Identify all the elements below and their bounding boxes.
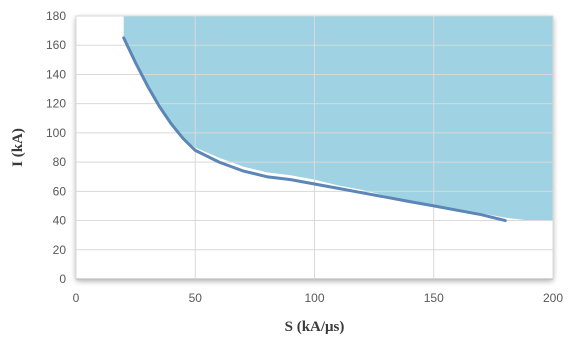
x-axis-title: S (kA/μs): [285, 319, 345, 335]
y-tick-label-160: 160: [46, 38, 66, 52]
y-tick-label-100: 100: [46, 126, 66, 140]
y-tick-label-40: 40: [53, 214, 67, 228]
x-tick-label-150: 150: [424, 291, 444, 305]
x-tick-label-200: 200: [543, 291, 563, 305]
y-tick-label-180: 180: [46, 9, 66, 23]
y-tick-label-0: 0: [59, 272, 66, 286]
series-layer: [122, 36, 507, 223]
y-tick-label-120: 120: [46, 97, 66, 111]
x-tick-labels: 0 50 100 150 200: [73, 291, 564, 305]
series-line-1: [122, 36, 507, 223]
y-tick-label-60: 60: [53, 184, 67, 198]
y-tick-label-80: 80: [53, 155, 67, 169]
y-tick-labels: 0 20 40 60 80 100 120 140 160 180: [46, 9, 66, 286]
shaded-region: [123, 16, 553, 221]
gridlines: [75, 15, 554, 280]
x-tick-label-0: 0: [73, 291, 80, 305]
y-tick-label-140: 140: [46, 67, 66, 81]
y-tick-label-20: 20: [53, 243, 67, 257]
shaded-region-layer: [123, 16, 553, 221]
y-axis-title: I (kA): [10, 128, 26, 167]
x-tick-label-100: 100: [304, 291, 324, 305]
x-tick-label-50: 50: [189, 291, 203, 305]
